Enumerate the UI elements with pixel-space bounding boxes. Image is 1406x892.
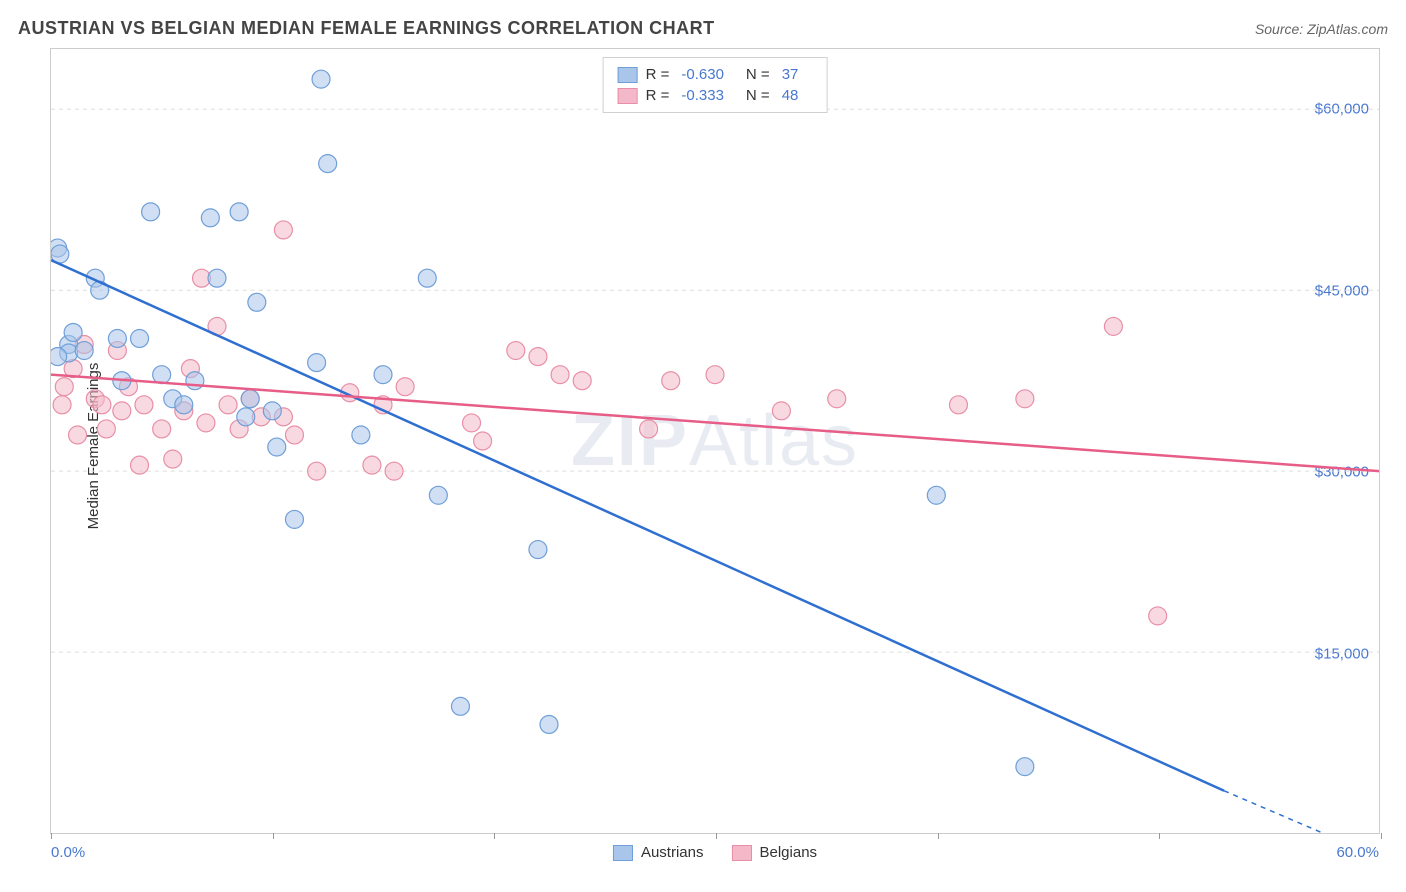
legend-row-belgians: R = -0.333 N = 48 [618, 85, 813, 106]
chart-header: AUSTRIAN VS BELGIAN MEDIAN FEMALE EARNIN… [18, 18, 1388, 39]
swatch-belgians-bottom [731, 845, 751, 861]
scatter-svg [51, 49, 1379, 833]
x-tick [494, 833, 495, 839]
x-tick [716, 833, 717, 839]
series-legend: Austrians Belgians [613, 844, 817, 861]
chart-plot-area: ZIPAtlas R = -0.630 N = 37 R = -0.333 N … [50, 48, 1380, 834]
x-tick [1381, 833, 1382, 839]
swatch-austrians [618, 67, 638, 83]
x-tick [273, 833, 274, 839]
swatch-austrians-bottom [613, 845, 633, 861]
r-austrians: -0.630 [681, 66, 724, 83]
r-belgians: -0.333 [681, 87, 724, 104]
x-tick [51, 833, 52, 839]
chart-source: Source: ZipAtlas.com [1255, 21, 1388, 37]
legend-item-austrians: Austrians [613, 844, 704, 861]
x-tick [1159, 833, 1160, 839]
legend-item-belgians: Belgians [731, 844, 817, 861]
swatch-belgians [618, 88, 638, 104]
x-axis-max-label: 60.0% [1336, 844, 1379, 861]
n-austrians: 37 [782, 66, 799, 83]
chart-title: AUSTRIAN VS BELGIAN MEDIAN FEMALE EARNIN… [18, 18, 715, 39]
legend-row-austrians: R = -0.630 N = 37 [618, 64, 813, 85]
n-belgians: 48 [782, 87, 799, 104]
x-axis-min-label: 0.0% [51, 844, 85, 861]
correlation-legend: R = -0.630 N = 37 R = -0.333 N = 48 [603, 57, 828, 113]
x-tick [938, 833, 939, 839]
